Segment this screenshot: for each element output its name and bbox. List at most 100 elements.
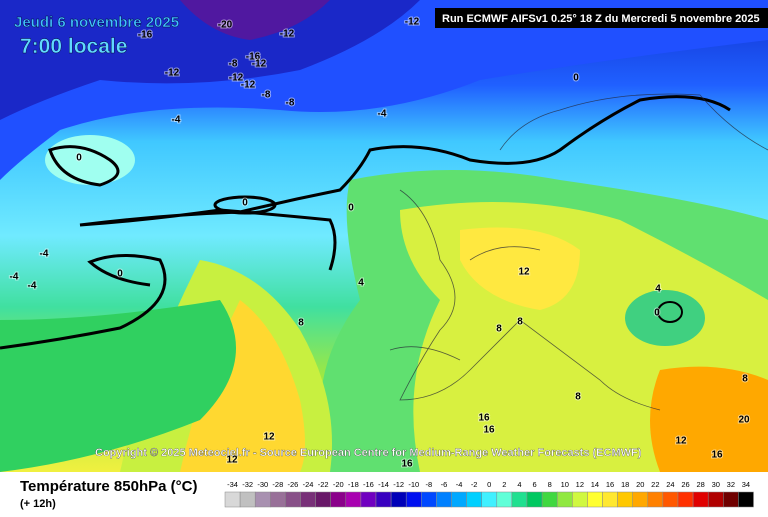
scale-swatch [466, 491, 482, 508]
scale-swatch [436, 491, 452, 508]
footer-lead: (+ 12h) [20, 498, 56, 510]
scale-swatch [662, 491, 679, 508]
scale-label: -8 [426, 480, 433, 489]
scale-label: -6 [441, 480, 448, 489]
scale-swatch [345, 491, 362, 508]
scale-label: -26 [288, 480, 299, 489]
contour-label: 16 [401, 459, 413, 470]
scale-label: -2 [471, 480, 478, 489]
contour-label: -4 [172, 115, 181, 126]
contour-label: -8 [229, 59, 238, 70]
contour-label: 4 [358, 278, 364, 289]
scale-swatch [270, 491, 286, 508]
contour-labels: -20 -16 -12 -12 -12 -16 -12 -8 -12 -12 -… [9, 16, 751, 471]
scale-label: 6 [532, 480, 536, 489]
scale-swatch [632, 491, 649, 508]
scale-label: 32 [727, 480, 735, 489]
contour-label: 12 [226, 455, 238, 466]
coastlines [389, 93, 768, 411]
contour-label: -4 [40, 249, 49, 260]
contour-label: 0 [76, 153, 82, 164]
scale-label: 30 [712, 480, 720, 489]
contour-label: -4 [28, 281, 37, 292]
scale-swatch [738, 491, 754, 508]
scale-swatch [254, 491, 271, 508]
contour-label: -8 [286, 98, 295, 109]
scale-label: 28 [696, 480, 704, 489]
scale-label: 16 [606, 480, 614, 489]
contour-label: -8 [262, 90, 271, 101]
contour-label: 8 [575, 392, 581, 403]
scale-swatch [315, 491, 331, 508]
scale-label: -24 [303, 480, 314, 489]
contour-label: 8 [742, 374, 748, 385]
color-scale: -34 -32 -30 -28 -26 -24 -22 -20 -18 -16 -14 -12 -10-… [224, 480, 754, 508]
footer-title: Température 850hPa (°C) [20, 478, 197, 495]
scale-label: 18 [621, 480, 629, 489]
scale-label: 20 [636, 480, 644, 489]
scale-swatch [572, 491, 588, 508]
scale-swatch [285, 491, 301, 508]
scale-label: -22 [318, 480, 329, 489]
scale-label: 2 [502, 480, 506, 489]
run-info: Run ECMWF AIFSv1 0.25° 18 Z du Mercredi … [442, 13, 760, 25]
contour-label: -16 [138, 30, 153, 41]
scale-swatch [647, 491, 664, 508]
scale-label: 22 [651, 480, 659, 489]
contour-label: -4 [10, 272, 19, 283]
contour-label: -12 [252, 59, 267, 70]
local-time: 7:00 locale [20, 35, 127, 58]
scale-swatch [224, 491, 241, 508]
scale-label: -20 [333, 480, 344, 489]
zero-contour [0, 95, 731, 350]
scale-label: 24 [666, 480, 674, 489]
scale-swatch [556, 491, 573, 508]
scale-swatch [692, 491, 709, 508]
scale-swatch [587, 491, 603, 508]
contour-label: 12 [518, 267, 530, 278]
contour-label: 12 [675, 436, 687, 447]
scale-label: -34 [227, 480, 238, 489]
contour-label: 8 [298, 318, 304, 329]
scale-label: -32 [242, 480, 253, 489]
scale-swatch [451, 491, 467, 508]
contour-label: 0 [654, 308, 660, 319]
scale-label: 26 [681, 480, 689, 489]
contour-label: -12 [165, 68, 180, 79]
scale-swatch [421, 491, 437, 508]
scale-label: 4 [517, 480, 521, 489]
scale-label: -18 [348, 480, 359, 489]
contour-label: -12 [229, 73, 244, 84]
contour-label: 8 [517, 317, 523, 328]
scale-swatch [707, 491, 724, 508]
contour-label: -20 [218, 20, 233, 31]
scale-swatch [375, 491, 392, 508]
scale-label: -16 [363, 480, 374, 489]
scale-swatch [300, 491, 316, 508]
contour-label: 0 [348, 203, 354, 214]
contour-label: 0 [573, 73, 579, 84]
scale-swatch [617, 491, 633, 508]
scale-label: 12 [576, 480, 584, 489]
scale-swatch [481, 491, 498, 508]
contour-label: 16 [483, 425, 495, 436]
contour-label: 0 [117, 269, 123, 280]
map-background [0, 0, 768, 472]
date: Jeudi 6 novembre 2025 [14, 14, 179, 31]
scale-swatch [526, 491, 543, 508]
contour-label: 16 [478, 413, 490, 424]
scale-swatch [330, 491, 347, 508]
scale-label: -4 [456, 480, 463, 489]
scale-label: 0 [487, 480, 491, 489]
scale-swatch [511, 491, 528, 508]
scale-label: -10 [408, 480, 419, 489]
scale-swatch [723, 491, 739, 508]
scale-label: 8 [548, 480, 552, 489]
scale-label: 14 [591, 480, 599, 489]
scale-label: 10 [561, 480, 569, 489]
scale-label: -28 [272, 480, 283, 489]
contour-label: 20 [738, 415, 750, 426]
